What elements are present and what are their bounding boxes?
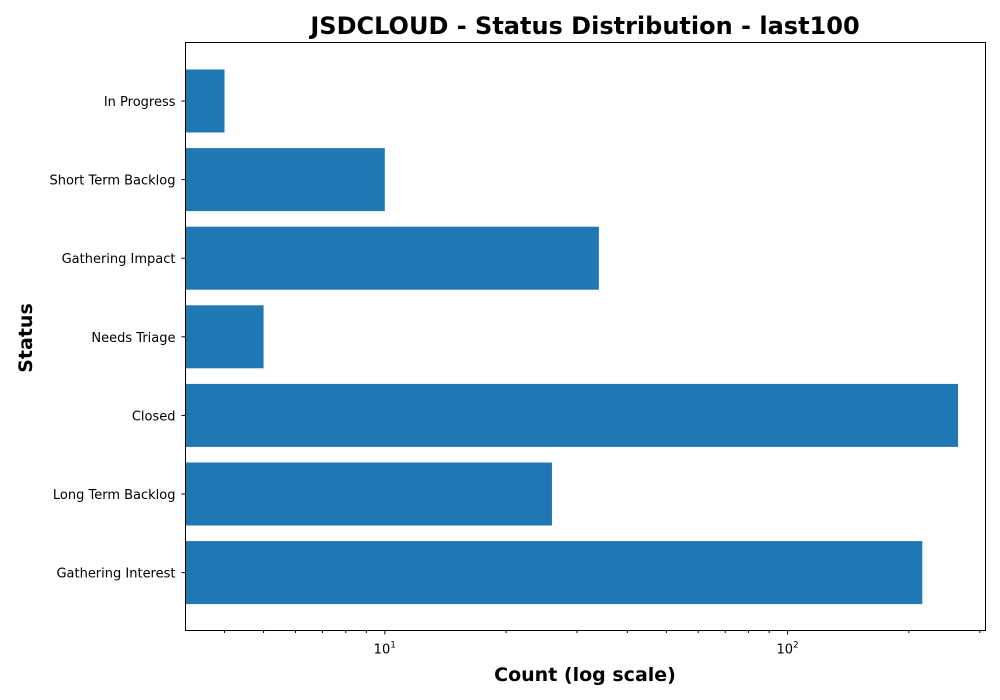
y-axis-label: Status: [15, 303, 37, 373]
bar-gathering-interest: [185, 541, 923, 605]
y-tick-label: In Progress: [104, 95, 176, 110]
x-axis-label: Count (log scale): [494, 664, 676, 686]
bar-in-progress: [185, 69, 225, 133]
y-tick-label: Gathering Impact: [62, 252, 176, 267]
y-tick-label: Gathering Interest: [56, 567, 175, 582]
chart-title: JSDCLOUD - Status Distribution - last100: [308, 12, 859, 40]
y-tick-label: Short Term Backlog: [49, 174, 175, 189]
y-tick-label: Needs Triage: [91, 331, 175, 346]
x-tick-label: 101: [374, 641, 396, 658]
bar-gathering-impact: [185, 226, 599, 290]
bar-long-term-backlog: [185, 462, 552, 526]
y-tick-label: Closed: [132, 409, 176, 424]
y-tick-label: Long Term Backlog: [53, 488, 176, 503]
bars-layer: [185, 69, 959, 605]
ticks-layer: In Progress Short Term Backlog Gathering I…: [49, 95, 981, 658]
bar-short-term-backlog: [185, 148, 385, 212]
plot-frame: [185, 42, 986, 631]
bar-needs-triage: [185, 305, 264, 369]
x-tick-label: 102: [776, 641, 798, 658]
bar-closed: [185, 383, 959, 447]
